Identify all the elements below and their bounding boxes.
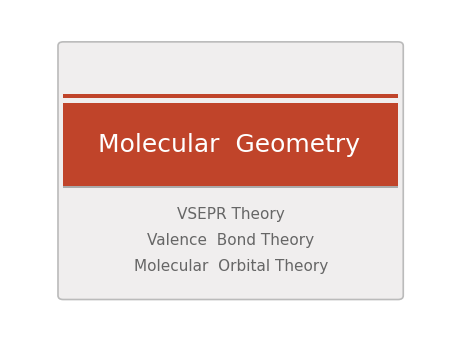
Bar: [63, 94, 398, 98]
Bar: [63, 103, 398, 186]
Bar: [63, 186, 398, 188]
Text: Valence  Bond Theory: Valence Bond Theory: [147, 234, 314, 248]
FancyBboxPatch shape: [58, 42, 403, 299]
Text: Molecular  Orbital Theory: Molecular Orbital Theory: [134, 260, 328, 274]
Text: VSEPR Theory: VSEPR Theory: [177, 208, 284, 222]
Text: Molecular  Geometry: Molecular Geometry: [98, 132, 360, 157]
